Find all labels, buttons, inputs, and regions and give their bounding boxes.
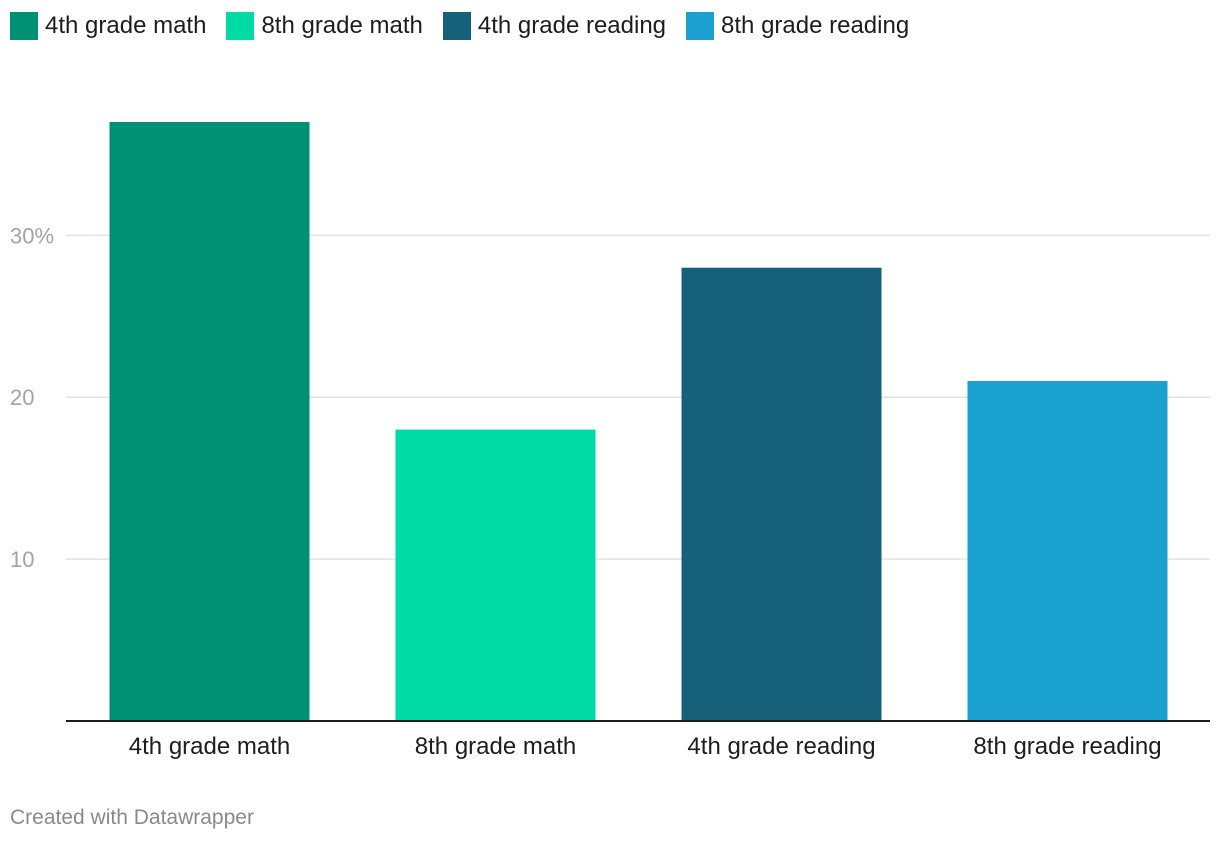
legend-label-4th-grade-math: 4th grade math: [45, 12, 207, 39]
y-tick-label: 20: [10, 385, 34, 410]
legend-label-8th-grade-reading: 8th grade reading: [721, 12, 910, 39]
legend-label-4th-grade-reading: 4th grade reading: [477, 12, 667, 39]
x-tick-label: 4th grade math: [129, 733, 290, 760]
bar: [967, 381, 1168, 721]
x-tick-label: 8th grade math: [415, 733, 576, 760]
legend-label-8th-grade-math: 8th grade math: [261, 12, 423, 39]
legend-swatch-8th-grade-math: [226, 12, 255, 40]
bar: [681, 267, 882, 721]
bar: [109, 122, 310, 721]
legend-item-4th-grade-math: 4th grade math: [10, 12, 206, 40]
legend-swatch-4th-grade-reading: [442, 12, 471, 40]
y-tick-label: 10: [10, 547, 34, 572]
legend-swatch-8th-grade-reading: [686, 12, 715, 40]
chart-legend: 4th grade math 8th grade math 4th grade …: [10, 12, 929, 40]
y-tick-label: 30%: [10, 223, 54, 248]
legend-item-8th-grade-reading: 8th grade reading: [686, 12, 909, 40]
legend-item-4th-grade-reading: 4th grade reading: [442, 12, 667, 40]
bar-chart: 10 20 30% 4th grade math 8th grade math 4th g…: [10, 122, 1210, 760]
footer-credit: Created with Datawrapper: [10, 806, 254, 829]
legend-item-8th-grade-math: 8th grade math: [226, 12, 423, 40]
bar: [395, 429, 596, 721]
x-tick-label: 4th grade reading: [687, 733, 875, 760]
x-tick-label: 8th grade reading: [973, 733, 1161, 760]
legend-swatch-4th-grade-math: [10, 12, 38, 40]
